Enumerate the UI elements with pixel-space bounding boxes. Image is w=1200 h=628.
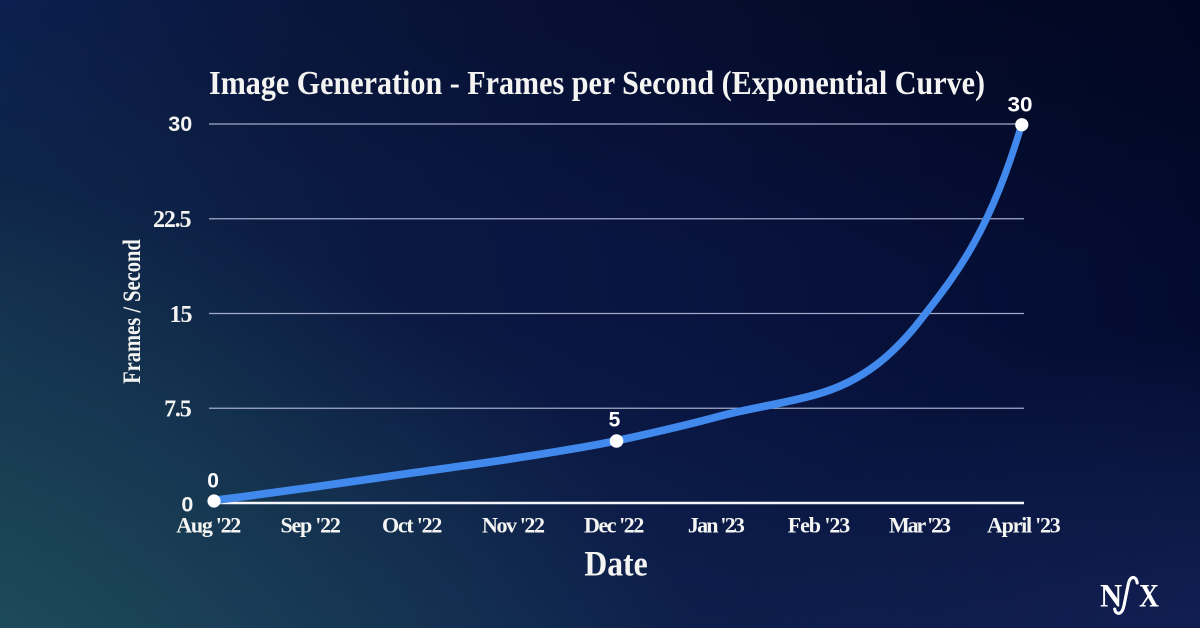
svg-text:Image Generation - Frames per: Image Generation - Frames per Second (Ex… [209, 65, 985, 102]
svg-text:Frames / Second: Frames / Second [119, 239, 146, 384]
svg-text:22.5: 22.5 [153, 207, 192, 233]
svg-text:April '23: April '23 [987, 513, 1061, 538]
svg-text:Nov '22: Nov '22 [482, 513, 545, 538]
svg-text:5: 5 [609, 408, 621, 431]
svg-text:Date: Date [584, 544, 647, 584]
svg-text:Oct '22: Oct '22 [382, 513, 442, 538]
svg-text:X: X [1139, 579, 1159, 615]
svg-text:Feb '23: Feb '23 [788, 513, 851, 538]
svg-text:Aug '22: Aug '22 [176, 513, 241, 538]
svg-text:N: N [1100, 579, 1122, 615]
svg-text:30: 30 [1008, 93, 1033, 116]
svg-text:30: 30 [168, 112, 192, 136]
svg-text:Mar '23: Mar '23 [889, 513, 951, 538]
svg-text:0: 0 [207, 470, 219, 493]
svg-text:15: 15 [170, 302, 193, 328]
svg-text:Jan '23: Jan '23 [688, 513, 745, 538]
svg-text:7.5: 7.5 [164, 396, 192, 422]
svg-text:0: 0 [181, 492, 193, 516]
svg-text:Dec '22: Dec '22 [584, 513, 644, 538]
svg-text:Sep '22: Sep '22 [281, 513, 341, 538]
